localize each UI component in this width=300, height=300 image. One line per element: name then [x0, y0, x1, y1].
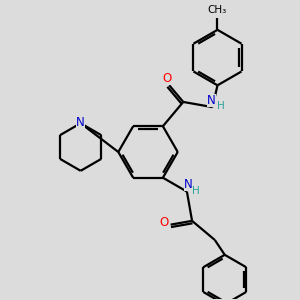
Text: O: O [159, 216, 168, 229]
Text: H: H [217, 101, 224, 111]
Text: N: N [76, 116, 85, 129]
Text: N: N [207, 94, 216, 107]
Text: H: H [192, 186, 200, 196]
Text: O: O [163, 72, 172, 85]
Text: N: N [184, 178, 192, 191]
Text: CH₃: CH₃ [208, 5, 227, 15]
